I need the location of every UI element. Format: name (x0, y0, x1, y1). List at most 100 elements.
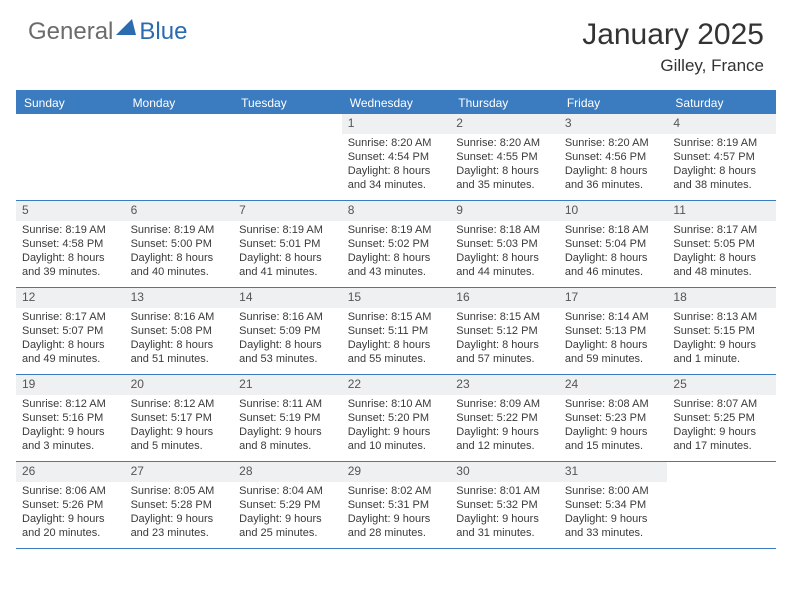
daylight1-text: Daylight: 8 hours (239, 338, 336, 352)
sunrise-text: Sunrise: 8:07 AM (673, 397, 770, 411)
daylight1-text: Daylight: 9 hours (673, 338, 770, 352)
day-number: 28 (233, 462, 342, 482)
day-body: Sunrise: 8:09 AMSunset: 5:22 PMDaylight:… (450, 395, 559, 460)
day-number: 23 (450, 375, 559, 395)
day-number: 3 (559, 114, 668, 134)
day-number: 2 (450, 114, 559, 134)
dow-fri: Friday (559, 92, 668, 114)
day-body: Sunrise: 8:19 AMSunset: 5:01 PMDaylight:… (233, 221, 342, 286)
sunset-text: Sunset: 4:58 PM (22, 237, 119, 251)
day-cell: 17Sunrise: 8:14 AMSunset: 5:13 PMDayligh… (559, 288, 668, 374)
sunset-text: Sunset: 5:29 PM (239, 498, 336, 512)
day-number: 26 (16, 462, 125, 482)
sunrise-text: Sunrise: 8:19 AM (22, 223, 119, 237)
daylight1-text: Daylight: 9 hours (131, 425, 228, 439)
day-cell: 11Sunrise: 8:17 AMSunset: 5:05 PMDayligh… (667, 201, 776, 287)
daylight2-text: and 49 minutes. (22, 352, 119, 366)
daylight2-text: and 10 minutes. (348, 439, 445, 453)
day-number: 15 (342, 288, 451, 308)
day-number: 19 (16, 375, 125, 395)
day-cell: 13Sunrise: 8:16 AMSunset: 5:08 PMDayligh… (125, 288, 234, 374)
day-number: 11 (667, 201, 776, 221)
sunset-text: Sunset: 5:03 PM (456, 237, 553, 251)
sunrise-text: Sunrise: 8:19 AM (673, 136, 770, 150)
sunrise-text: Sunrise: 8:02 AM (348, 484, 445, 498)
weeks-container: 1Sunrise: 8:20 AMSunset: 4:54 PMDaylight… (16, 114, 776, 549)
day-cell: 6Sunrise: 8:19 AMSunset: 5:00 PMDaylight… (125, 201, 234, 287)
day-number: 22 (342, 375, 451, 395)
sunrise-text: Sunrise: 8:11 AM (239, 397, 336, 411)
sunrise-text: Sunrise: 8:05 AM (131, 484, 228, 498)
daylight1-text: Daylight: 8 hours (565, 164, 662, 178)
sunrise-text: Sunrise: 8:17 AM (22, 310, 119, 324)
day-body: Sunrise: 8:16 AMSunset: 5:08 PMDaylight:… (125, 308, 234, 373)
day-cell: 23Sunrise: 8:09 AMSunset: 5:22 PMDayligh… (450, 375, 559, 461)
day-body: Sunrise: 8:19 AMSunset: 4:57 PMDaylight:… (667, 134, 776, 199)
sunset-text: Sunset: 4:55 PM (456, 150, 553, 164)
day-cell: 21Sunrise: 8:11 AMSunset: 5:19 PMDayligh… (233, 375, 342, 461)
dow-sat: Saturday (667, 92, 776, 114)
day-number: 16 (450, 288, 559, 308)
daylight2-text: and 48 minutes. (673, 265, 770, 279)
day-cell: 2Sunrise: 8:20 AMSunset: 4:55 PMDaylight… (450, 114, 559, 200)
sunset-text: Sunset: 5:15 PM (673, 324, 770, 338)
day-cell: 1Sunrise: 8:20 AMSunset: 4:54 PMDaylight… (342, 114, 451, 200)
day-body: Sunrise: 8:15 AMSunset: 5:12 PMDaylight:… (450, 308, 559, 373)
day-cell: 14Sunrise: 8:16 AMSunset: 5:09 PMDayligh… (233, 288, 342, 374)
title-block: January 2025 Gilley, France (582, 18, 764, 76)
day-number: 17 (559, 288, 668, 308)
sunrise-text: Sunrise: 8:19 AM (348, 223, 445, 237)
daylight2-text: and 43 minutes. (348, 265, 445, 279)
week-row: 19Sunrise: 8:12 AMSunset: 5:16 PMDayligh… (16, 375, 776, 462)
sunset-text: Sunset: 5:32 PM (456, 498, 553, 512)
day-body: Sunrise: 8:19 AMSunset: 5:00 PMDaylight:… (125, 221, 234, 286)
day-body (667, 482, 776, 490)
day-cell: 16Sunrise: 8:15 AMSunset: 5:12 PMDayligh… (450, 288, 559, 374)
sunrise-text: Sunrise: 8:17 AM (673, 223, 770, 237)
daylight2-text: and 20 minutes. (22, 526, 119, 540)
sunset-text: Sunset: 5:31 PM (348, 498, 445, 512)
day-number: 30 (450, 462, 559, 482)
sunrise-text: Sunrise: 8:08 AM (565, 397, 662, 411)
daylight2-text: and 36 minutes. (565, 178, 662, 192)
day-number: 8 (342, 201, 451, 221)
day-body: Sunrise: 8:19 AMSunset: 4:58 PMDaylight:… (16, 221, 125, 286)
day-body: Sunrise: 8:08 AMSunset: 5:23 PMDaylight:… (559, 395, 668, 460)
daylight1-text: Daylight: 8 hours (565, 251, 662, 265)
daylight2-text: and 33 minutes. (565, 526, 662, 540)
sunset-text: Sunset: 5:22 PM (456, 411, 553, 425)
sunrise-text: Sunrise: 8:20 AM (456, 136, 553, 150)
day-body: Sunrise: 8:04 AMSunset: 5:29 PMDaylight:… (233, 482, 342, 547)
daylight1-text: Daylight: 8 hours (456, 164, 553, 178)
day-cell (667, 462, 776, 548)
day-body: Sunrise: 8:20 AMSunset: 4:55 PMDaylight:… (450, 134, 559, 199)
sunrise-text: Sunrise: 8:00 AM (565, 484, 662, 498)
daylight2-text: and 12 minutes. (456, 439, 553, 453)
sunset-text: Sunset: 5:00 PM (131, 237, 228, 251)
day-cell (16, 114, 125, 200)
week-row: 26Sunrise: 8:06 AMSunset: 5:26 PMDayligh… (16, 462, 776, 549)
day-number: 13 (125, 288, 234, 308)
day-body: Sunrise: 8:00 AMSunset: 5:34 PMDaylight:… (559, 482, 668, 547)
day-body: Sunrise: 8:19 AMSunset: 5:02 PMDaylight:… (342, 221, 451, 286)
daylight1-text: Daylight: 8 hours (673, 251, 770, 265)
day-number: 9 (450, 201, 559, 221)
sunset-text: Sunset: 5:02 PM (348, 237, 445, 251)
day-body: Sunrise: 8:17 AMSunset: 5:05 PMDaylight:… (667, 221, 776, 286)
day-cell: 31Sunrise: 8:00 AMSunset: 5:34 PMDayligh… (559, 462, 668, 548)
day-body (16, 134, 125, 142)
day-number: 20 (125, 375, 234, 395)
day-body: Sunrise: 8:05 AMSunset: 5:28 PMDaylight:… (125, 482, 234, 547)
daylight1-text: Daylight: 9 hours (22, 425, 119, 439)
daylight1-text: Daylight: 9 hours (239, 512, 336, 526)
day-number: 31 (559, 462, 668, 482)
location-label: Gilley, France (582, 56, 764, 76)
day-cell: 25Sunrise: 8:07 AMSunset: 5:25 PMDayligh… (667, 375, 776, 461)
day-number: 12 (16, 288, 125, 308)
daylight2-text: and 39 minutes. (22, 265, 119, 279)
daylight1-text: Daylight: 9 hours (239, 425, 336, 439)
day-cell: 26Sunrise: 8:06 AMSunset: 5:26 PMDayligh… (16, 462, 125, 548)
day-body: Sunrise: 8:11 AMSunset: 5:19 PMDaylight:… (233, 395, 342, 460)
daylight1-text: Daylight: 9 hours (348, 425, 445, 439)
daylight1-text: Daylight: 8 hours (22, 338, 119, 352)
